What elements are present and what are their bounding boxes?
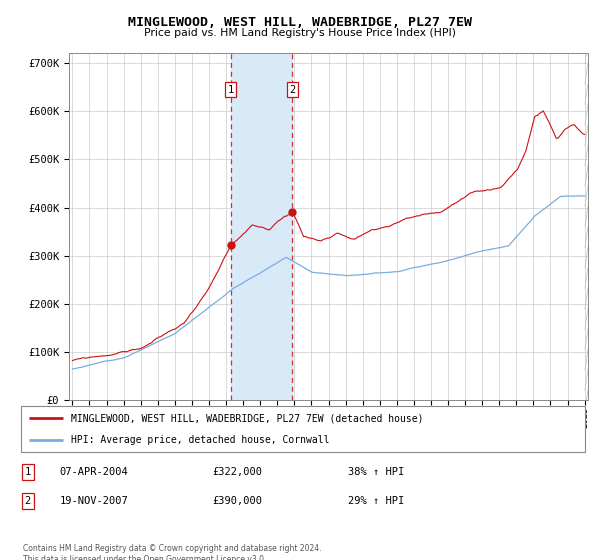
Text: Contains HM Land Registry data © Crown copyright and database right 2024.
This d: Contains HM Land Registry data © Crown c… (23, 544, 322, 560)
Text: £322,000: £322,000 (213, 466, 263, 477)
Text: 2: 2 (289, 85, 296, 95)
FancyBboxPatch shape (21, 406, 585, 452)
Text: HPI: Average price, detached house, Cornwall: HPI: Average price, detached house, Corn… (71, 435, 329, 445)
Text: MINGLEWOOD, WEST HILL, WADEBRIDGE, PL27 7EW: MINGLEWOOD, WEST HILL, WADEBRIDGE, PL27 … (128, 16, 472, 29)
Text: 2: 2 (25, 496, 31, 506)
Text: Price paid vs. HM Land Registry's House Price Index (HPI): Price paid vs. HM Land Registry's House … (144, 28, 456, 38)
Text: 1: 1 (227, 85, 234, 95)
Bar (230, 53, 292, 400)
Text: £390,000: £390,000 (213, 496, 263, 506)
Text: 19-NOV-2007: 19-NOV-2007 (59, 496, 128, 506)
Text: 07-APR-2004: 07-APR-2004 (59, 466, 128, 477)
Text: 38% ↑ HPI: 38% ↑ HPI (348, 466, 404, 477)
Text: 1: 1 (25, 466, 31, 477)
Text: 29% ↑ HPI: 29% ↑ HPI (348, 496, 404, 506)
Text: MINGLEWOOD, WEST HILL, WADEBRIDGE, PL27 7EW (detached house): MINGLEWOOD, WEST HILL, WADEBRIDGE, PL27 … (71, 413, 423, 423)
